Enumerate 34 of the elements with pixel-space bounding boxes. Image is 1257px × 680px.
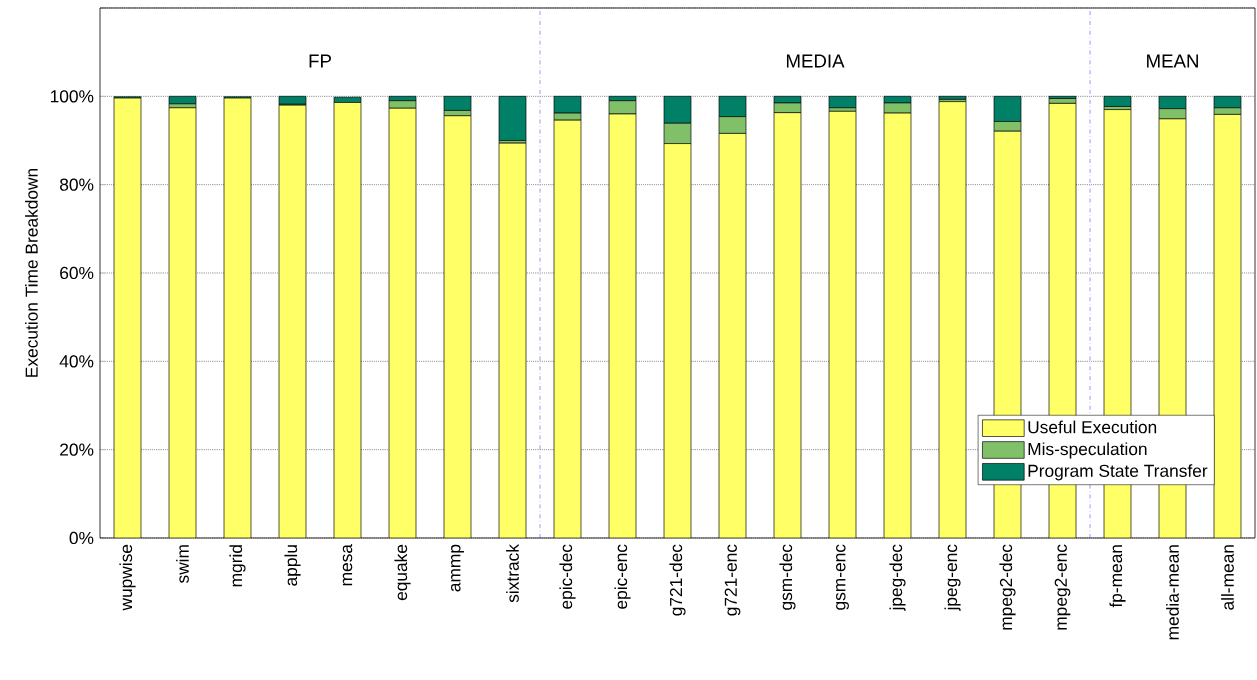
annotation: MEDIA (786, 54, 845, 68)
y-tick-label: 0% (69, 531, 94, 545)
x-tick-label: gsm-dec (779, 544, 796, 610)
x-tick-label: jpeg-enc (944, 544, 961, 611)
y-tick-label: 80% (60, 178, 94, 191)
x-tick-label: mgrid (229, 545, 246, 587)
x-tick-label: wupwise (119, 544, 136, 611)
y-tick-label: 100% (50, 90, 94, 103)
x-tick-label: sixtrack (506, 544, 519, 603)
x-tick-label: all-mean (1221, 545, 1234, 610)
legend-label: Mis-speculation (1028, 442, 1147, 459)
x-tick-label: gsm-enc (836, 544, 849, 610)
annotation: FP (309, 54, 331, 68)
x-tick-label: mpeg2-enc (1054, 544, 1071, 630)
x-tick-label: applu (284, 545, 301, 586)
x-tick-label: mesa (342, 544, 353, 586)
x-tick-label: equake (394, 544, 411, 601)
y-tick-label: 40% (59, 355, 94, 368)
x-tick-label: swim (176, 545, 189, 584)
x-tick-label: media-mean (1166, 545, 1179, 640)
x-tick-label: jpeg-dec (889, 544, 906, 611)
y-axis-title: Execution Time Breakdown (25, 168, 38, 377)
annotation: MEAN (1147, 54, 1198, 68)
y-tick-label: 20% (60, 443, 94, 456)
x-tick-label: g721-dec (669, 544, 686, 616)
y-tick-label: 60% (60, 266, 94, 280)
x-tick-label: g721-enc (724, 544, 741, 616)
x-tick-label: epic-dec (559, 544, 576, 609)
x-tick-label: mpeg2-dec (999, 544, 1016, 630)
x-tick-label: epic-enc (614, 544, 631, 609)
x-tick-label: fp-mean (1109, 545, 1126, 608)
legend-label: Program State Transfer (1028, 464, 1208, 481)
legend-label: Useful Execution (1028, 420, 1157, 434)
x-tick-label: ammp (451, 544, 464, 592)
